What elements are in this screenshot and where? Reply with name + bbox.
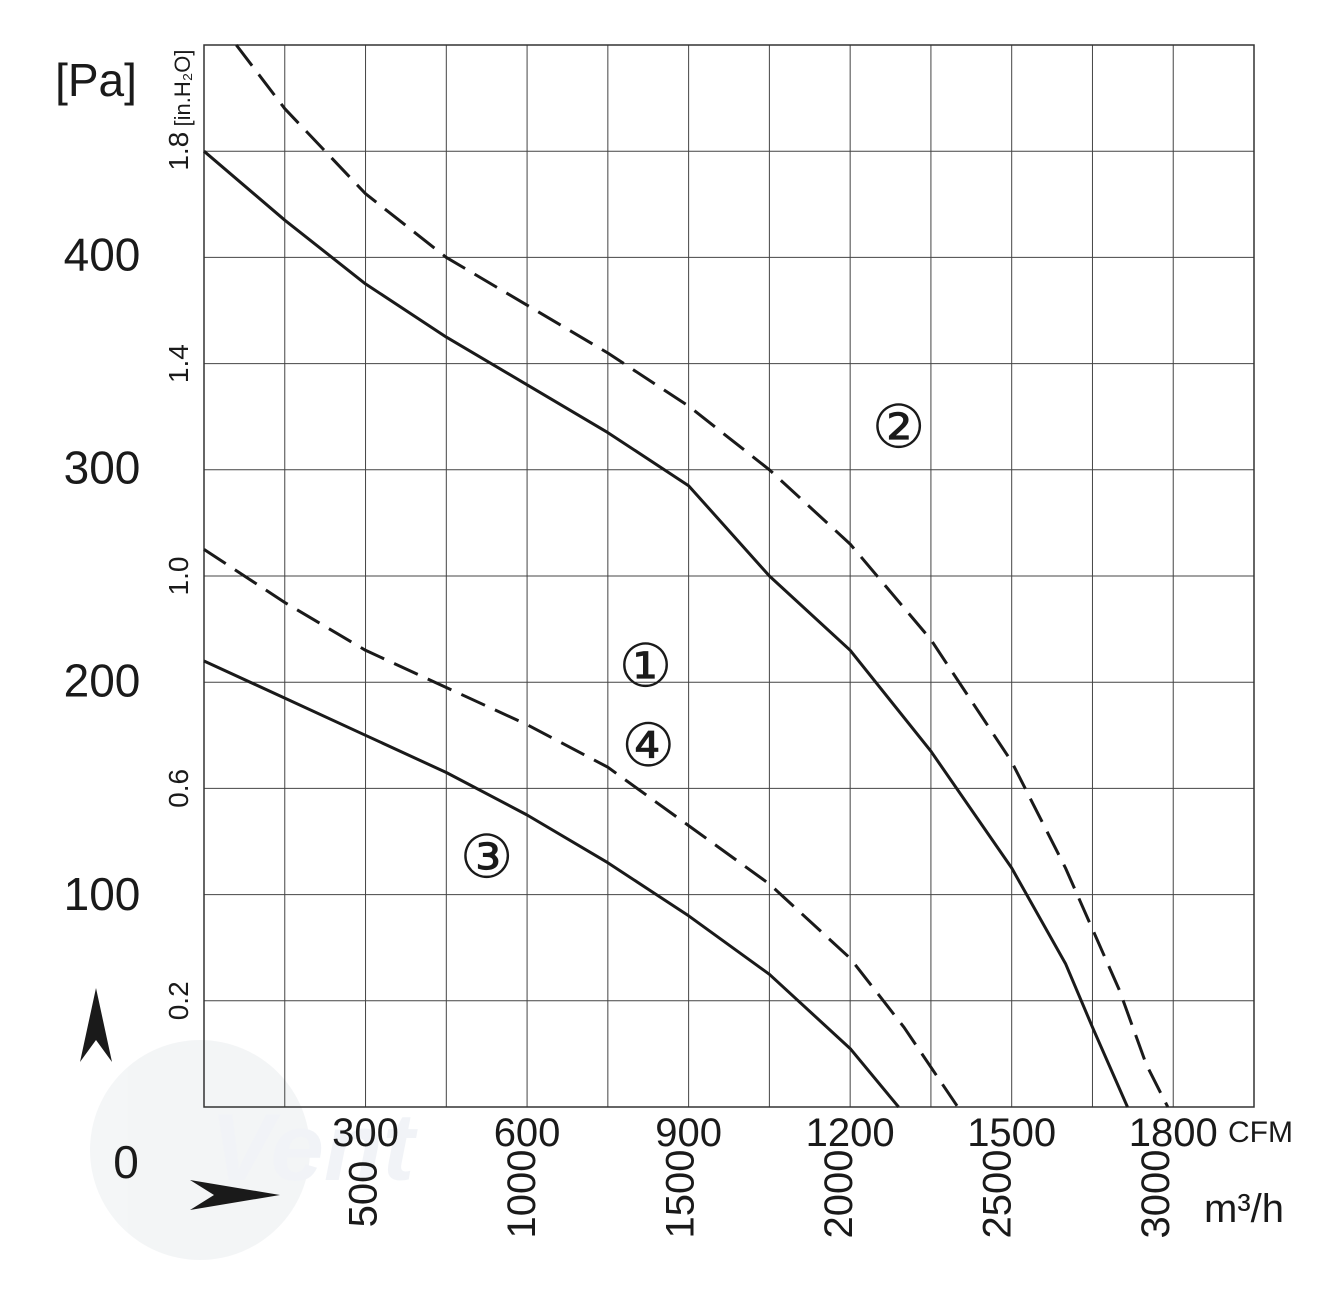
inh2o-tick-label: 1.4 [163, 344, 194, 383]
curve-4 [203, 548, 960, 1108]
pa-unit-label: [Pa] [55, 54, 137, 106]
pa-tick-label: 300 [64, 441, 141, 493]
cfm-tick-label: 1500 [967, 1111, 1056, 1155]
inh2o-tick-label: 1.0 [163, 557, 194, 596]
right-arrow-icon [190, 1180, 280, 1210]
m3h-tick-label: 3000 [1134, 1150, 1178, 1239]
up-arrow-icon [80, 988, 112, 1062]
grid [203, 44, 1255, 1108]
pa-tick-label: 400 [64, 228, 141, 280]
inh2o-tick-label: 0.6 [163, 769, 194, 808]
curve-label-3: ③ [460, 823, 514, 890]
pa-tick-label: 200 [64, 655, 141, 707]
labels: ① ② ③ ④ 100 200 300 400 [Pa] 0.2 0.6 1.0 1.4 1.8 [in.H… [55, 50, 1293, 1239]
inh2o-tick-label: 1.8 [163, 132, 194, 171]
cfm-tick-label: 1800 [1129, 1111, 1218, 1155]
m3h-tick-label: 1000 [500, 1150, 544, 1239]
cfm-tick-label: 900 [655, 1111, 722, 1155]
curves [203, 44, 1170, 1108]
inh2o-tick-label: 0.2 [163, 981, 194, 1020]
cfm-tick-label: 1200 [806, 1111, 895, 1155]
curve-1 [203, 150, 1129, 1108]
m3h-tick-label: 1500 [658, 1150, 702, 1239]
curve-label-2: ② [872, 393, 926, 460]
origin-label: 0 [113, 1136, 139, 1188]
curve-label-4: ④ [621, 712, 675, 779]
curve-2 [235, 44, 1170, 1108]
m3h-unit-label: m³/h [1204, 1187, 1284, 1231]
m3h-tick-label: 500 [341, 1161, 385, 1228]
watermark-fan-logo: Vent [90, 1040, 419, 1260]
pa-tick-label: 100 [64, 868, 141, 920]
cfm-tick-label: 600 [494, 1111, 561, 1155]
inh2o-unit-label: [in.H₂O] [170, 50, 195, 127]
curve-label-1: ① [619, 632, 673, 699]
cfm-tick-label: 300 [332, 1111, 399, 1155]
watermark-text: Vent [210, 1094, 419, 1201]
plot-frame [203, 44, 1255, 1108]
m3h-tick-label: 2500 [975, 1150, 1019, 1239]
m3h-tick-label: 2000 [817, 1150, 861, 1239]
curve-3 [203, 659, 900, 1108]
cfm-unit-label: CFM [1228, 1116, 1293, 1149]
